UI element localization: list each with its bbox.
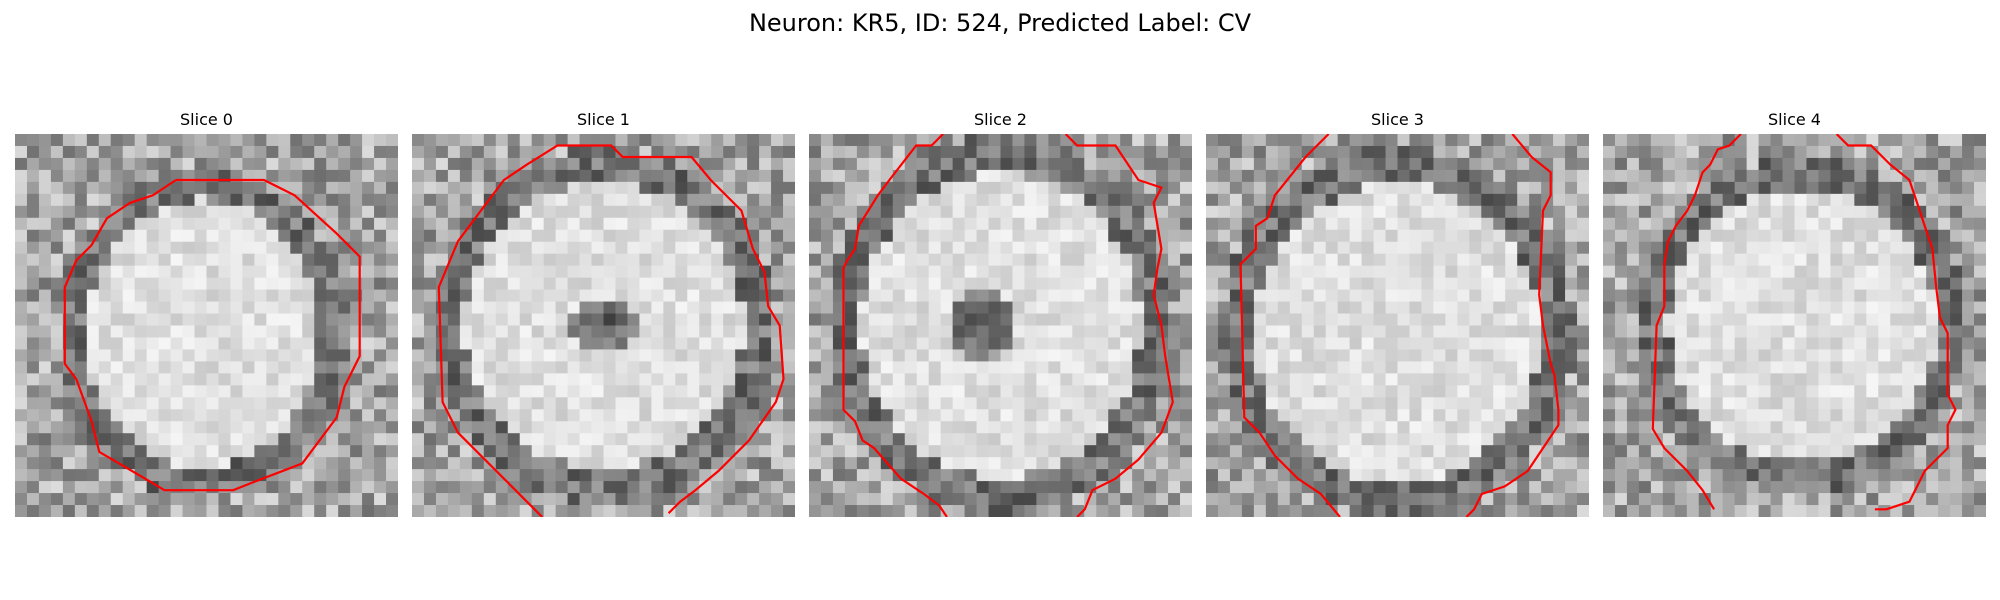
slice-title-4: Slice 4 (1768, 110, 1821, 129)
contour-line-2-b (1064, 134, 1174, 517)
contour-line-4 (1651, 134, 1742, 510)
slice-image-1 (412, 134, 795, 517)
contour-line-1 (437, 144, 785, 517)
slice-image-0 (15, 134, 398, 517)
slice-image-3 (1206, 134, 1589, 517)
contour-line-2 (842, 134, 948, 517)
slice-image-4 (1603, 134, 1986, 517)
slice-title-2: Slice 2 (974, 110, 1027, 129)
contour-line-0 (63, 178, 361, 492)
figure-title: Neuron: KR5, ID: 524, Predicted Label: C… (748, 9, 1252, 37)
slice-image-2 (809, 134, 1192, 517)
contour-line-4-b (1835, 134, 1957, 511)
contour-line-3-b (1465, 134, 1560, 517)
slice-title-3: Slice 3 (1371, 110, 1424, 129)
slice-title-0: Slice 0 (180, 110, 233, 129)
slice-title-1: Slice 1 (577, 110, 630, 129)
contour-line-3 (1239, 134, 1341, 517)
